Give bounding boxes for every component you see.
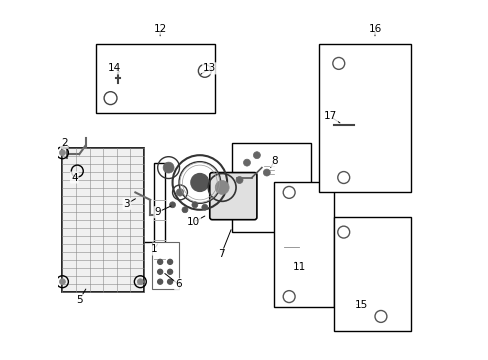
Circle shape: [236, 176, 243, 184]
Bar: [96, 44, 214, 113]
Text: 6: 6: [175, 279, 182, 289]
Bar: [274, 183, 333, 306]
Text: 14: 14: [107, 63, 121, 73]
Bar: [151, 242, 179, 289]
Circle shape: [167, 260, 172, 264]
Circle shape: [190, 174, 208, 192]
Text: 3: 3: [123, 199, 130, 209]
Text: 13: 13: [203, 63, 216, 73]
Circle shape: [157, 260, 163, 264]
Text: 11: 11: [292, 262, 305, 272]
Circle shape: [169, 202, 175, 208]
Text: 1: 1: [150, 244, 157, 255]
Circle shape: [191, 202, 198, 208]
Circle shape: [243, 159, 250, 166]
Circle shape: [163, 162, 174, 173]
Circle shape: [176, 189, 183, 196]
Text: 8: 8: [270, 156, 277, 166]
Circle shape: [167, 279, 172, 284]
Text: 9: 9: [154, 207, 161, 217]
FancyBboxPatch shape: [209, 172, 256, 220]
Text: 15: 15: [354, 300, 367, 310]
Bar: [62, 148, 143, 292]
Bar: [318, 44, 410, 192]
Text: 12: 12: [153, 24, 166, 34]
Text: 5: 5: [76, 295, 82, 305]
Text: 17: 17: [323, 112, 336, 121]
Text: 16: 16: [367, 24, 381, 34]
Circle shape: [182, 207, 187, 213]
Circle shape: [60, 150, 65, 156]
Text: 2: 2: [61, 138, 67, 148]
Circle shape: [202, 204, 207, 210]
Circle shape: [167, 269, 172, 274]
Text: 10: 10: [186, 217, 200, 227]
Bar: [232, 143, 311, 232]
Bar: [153, 163, 164, 282]
Circle shape: [60, 279, 65, 285]
Text: 7: 7: [218, 249, 224, 260]
Circle shape: [157, 279, 163, 284]
Circle shape: [215, 180, 229, 194]
Circle shape: [263, 169, 270, 176]
Bar: [333, 217, 410, 331]
Text: 4: 4: [71, 172, 78, 183]
Circle shape: [137, 279, 143, 285]
Circle shape: [157, 269, 163, 274]
Circle shape: [253, 152, 260, 159]
